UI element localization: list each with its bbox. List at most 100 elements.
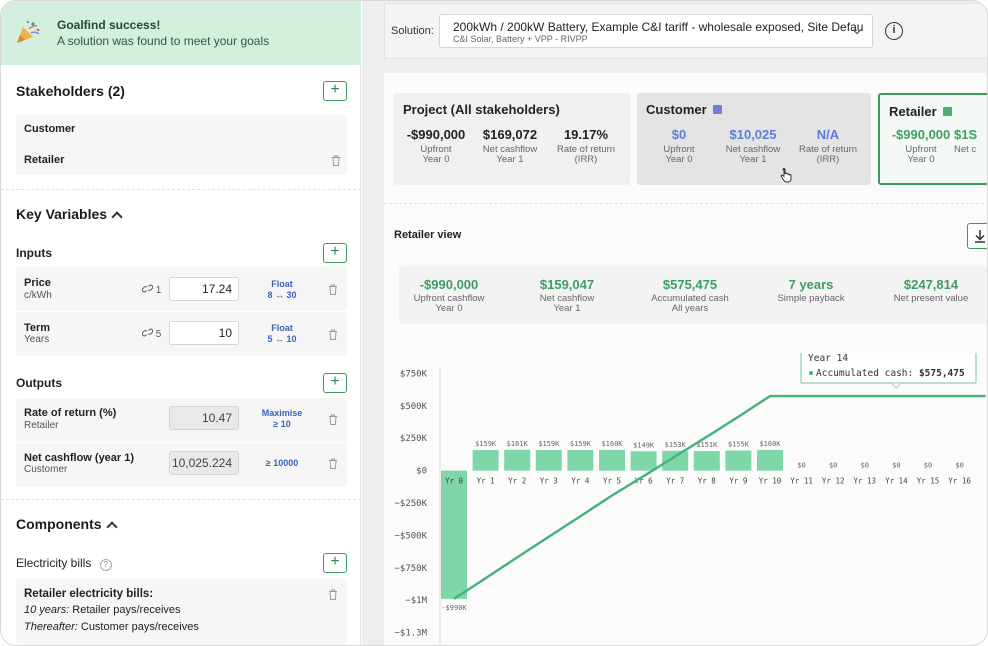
- delete-input-icon[interactable]: [328, 284, 338, 295]
- metric-value: 7 years: [788, 277, 834, 292]
- irr-goal[interactable]: Maximise ≥ 10: [257, 408, 307, 430]
- input-label-term: Term: [24, 322, 51, 334]
- float-range-label: 5 ↔ 10: [267, 334, 297, 344]
- bar: [725, 450, 752, 471]
- customer-card[interactable]: Customer $0 Upfront Year 0 $10,025 Net cash…: [637, 93, 871, 185]
- components-title[interactable]: Components: [16, 516, 118, 533]
- banner-title: Goalfind success!: [57, 18, 161, 32]
- banner-message: A solution was found to meet your goals: [57, 34, 270, 48]
- metric-value: $10,025: [729, 127, 777, 142]
- metric-value: $1S: [954, 127, 978, 142]
- solution-select[interactable]: 200kWh / 200kW Battery, Example C&I tari…: [439, 14, 873, 48]
- delete-output-icon[interactable]: [328, 458, 338, 469]
- metric-value: $159,047: [539, 277, 595, 292]
- category-label: Yr 9: [729, 477, 747, 486]
- category-label: Yr 2: [508, 477, 526, 486]
- link-count-price[interactable]: 1: [141, 284, 161, 296]
- key-variables-title[interactable]: Key Variables: [16, 206, 123, 223]
- category-label: Yr 3: [540, 477, 558, 486]
- card-metric: $169,072 Net cashflow Year 1: [470, 127, 550, 165]
- chevron-up-icon: [105, 521, 118, 533]
- help-icon[interactable]: ?: [99, 559, 112, 571]
- irr-output-value: 10.47: [169, 406, 239, 430]
- metric-value: -$990,000: [406, 127, 466, 142]
- metric-label: Rate of return: [798, 144, 858, 155]
- y-tick-label: $500K: [400, 402, 428, 412]
- metric-value: $575,475: [662, 277, 718, 292]
- bar: [693, 451, 720, 471]
- bar: [504, 449, 531, 471]
- cashflow-chart[interactable]: $750K $500K $250K $0 −$250K −$500K −$750K −$1M −…: [384, 353, 988, 646]
- bill-line-2-period: Thereafter:: [24, 621, 78, 633]
- metric-payback: 7 years Simple payback: [761, 277, 861, 304]
- bill-card: [16, 579, 347, 645]
- divider: [1, 499, 361, 500]
- bill-line-1-period: 10 years:: [24, 604, 70, 616]
- metric-label: Net cashflow: [482, 144, 538, 155]
- metric-value: $0: [671, 127, 687, 142]
- add-component-button[interactable]: +: [323, 553, 347, 573]
- data-label: $159K: [475, 440, 497, 448]
- term-range[interactable]: Float 5 ↔ 10: [257, 323, 307, 345]
- metric-value: N/A: [816, 127, 840, 142]
- delete-output-icon[interactable]: [328, 414, 338, 425]
- stakeholder-item-customer[interactable]: Customer: [24, 123, 76, 135]
- party-popper-icon: [17, 20, 40, 43]
- price-range[interactable]: Float 8 ↔ 30: [257, 279, 307, 301]
- add-input-button[interactable]: +: [323, 243, 347, 263]
- output-owner-irr: Retailer: [24, 420, 59, 431]
- metric-label: Upfront: [420, 144, 452, 155]
- link-count-term[interactable]: 5: [141, 328, 161, 340]
- metric-value: -$990,000: [419, 277, 479, 292]
- bar: [662, 450, 689, 471]
- category-label: Yr 10: [759, 477, 782, 486]
- y-tick-label: −$250K: [394, 499, 427, 509]
- electricity-bills-label: Electricity bills: [16, 556, 92, 570]
- output-owner-cashflow: Customer: [24, 464, 68, 475]
- card-metric: $10,025 Net cashflow Year 1: [713, 127, 793, 165]
- input-unit-term: Years: [24, 334, 50, 345]
- card-metric: -$990,000 Upfront Year 0: [881, 127, 961, 165]
- add-stakeholder-button[interactable]: +: [323, 81, 347, 101]
- add-output-button[interactable]: +: [323, 373, 347, 393]
- retailer-color-swatch: [942, 107, 952, 116]
- y-tick-label: −$500K: [394, 531, 427, 541]
- category-label: Yr 5: [603, 477, 621, 486]
- metric-sublabel: (IRR): [574, 154, 598, 165]
- category-label: Yr 8: [698, 477, 717, 486]
- y-tick-label: $0: [416, 467, 427, 477]
- price-input[interactable]: 17.24: [169, 277, 239, 301]
- info-icon[interactable]: i: [885, 22, 903, 40]
- delete-stakeholder-icon[interactable]: [331, 155, 341, 166]
- cashflow-goal[interactable]: ≥ 10000: [257, 458, 307, 469]
- term-input[interactable]: 10: [169, 321, 239, 345]
- metric-upfront: -$990,000 Upfront cashflow Year 0: [399, 277, 499, 314]
- metric-sublabel: Year 0: [907, 154, 935, 165]
- bar: [567, 450, 594, 471]
- data-label: $151K: [696, 441, 718, 449]
- metric-value: $169,072: [482, 127, 538, 142]
- bar: [757, 449, 783, 471]
- metric-label: Upfront: [663, 144, 695, 155]
- data-label: $159K: [570, 440, 592, 448]
- y-tick-label: −$750K: [394, 564, 427, 574]
- metric-sublabel: Year 1: [739, 154, 767, 165]
- card-title: Customer: [646, 102, 722, 117]
- data-label: $0: [861, 462, 869, 470]
- project-card[interactable]: Project (All stakeholders) -$990,000 Upfr…: [394, 93, 630, 185]
- download-button[interactable]: [967, 223, 987, 249]
- metric-sublabel: Year 1: [553, 303, 581, 314]
- link-icon: [141, 328, 154, 337]
- card-metric: $0 Upfront Year 0: [639, 127, 719, 165]
- y-tick-label: −$1M: [405, 596, 427, 606]
- output-label-cashflow: Net cashflow (year 1): [24, 452, 135, 464]
- delete-input-icon[interactable]: [328, 329, 338, 340]
- stakeholder-item-retailer[interactable]: Retailer: [24, 154, 65, 166]
- retailer-card[interactable]: Retailer -$990,000 Upfront Year 0 $1S Net c: [878, 93, 987, 185]
- card-metric: $1S Net c: [954, 127, 987, 155]
- category-label: Yr 11: [790, 477, 813, 486]
- output-label-irr: Rate of return (%): [24, 407, 117, 419]
- delete-component-icon[interactable]: [328, 589, 338, 600]
- data-label: $160K: [601, 440, 623, 448]
